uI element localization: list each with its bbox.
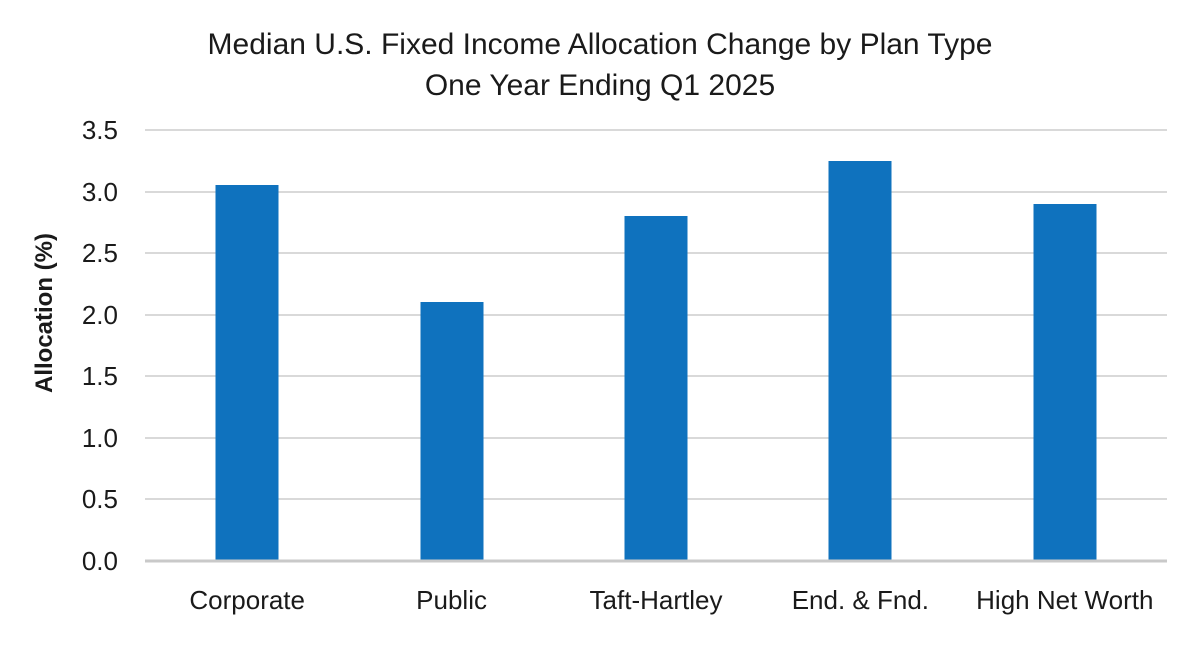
x-axis-category-label: Taft-Hartley <box>589 585 723 615</box>
x-axis-category-label: High Net Worth <box>976 585 1154 615</box>
y-axis-tick-label: 1.0 <box>81 422 118 453</box>
chart-subtitle: One Year Ending Q1 2025 <box>424 69 776 102</box>
bar-public <box>420 302 484 561</box>
y-axis-tick-label: 1.5 <box>81 361 118 392</box>
gridline <box>145 129 1167 131</box>
bar-end-fnd <box>828 160 892 561</box>
y-axis-tick-label: 0.0 <box>81 546 118 576</box>
y-axis-tick-label: 2.0 <box>81 299 118 330</box>
y-axis-tick-labels: 3.5 3.0 2.5 2.0 1.5 1.0 0.5 0.0 <box>0 115 118 576</box>
x-axis-category-labels: Corporate Public Taft-Hartley End. & Fnd. Hi… <box>145 584 1167 620</box>
x-axis-category-label: End. & Fnd. <box>791 585 930 615</box>
y-axis-tick-label: 0.5 <box>81 484 118 515</box>
bar-taft-hartley <box>624 216 688 561</box>
y-axis-tick-label: 3.5 <box>81 115 118 145</box>
x-axis-baseline <box>145 559 1167 563</box>
bar-high-net-worth <box>1033 203 1097 561</box>
plot-area <box>145 129 1167 563</box>
y-axis-tick-label: 3.0 <box>81 176 118 207</box>
chart-title: Median U.S. Fixed Income Allocation Chan… <box>207 28 993 61</box>
x-axis-category-label: Public <box>416 585 487 615</box>
y-axis-tick-label: 2.5 <box>81 238 118 269</box>
gridline <box>145 190 1167 193</box>
x-axis-category-label: Corporate <box>189 585 305 615</box>
chart-title-block: Median U.S. Fixed Income Allocation Chan… <box>0 24 1200 106</box>
bar-corporate <box>215 185 279 561</box>
